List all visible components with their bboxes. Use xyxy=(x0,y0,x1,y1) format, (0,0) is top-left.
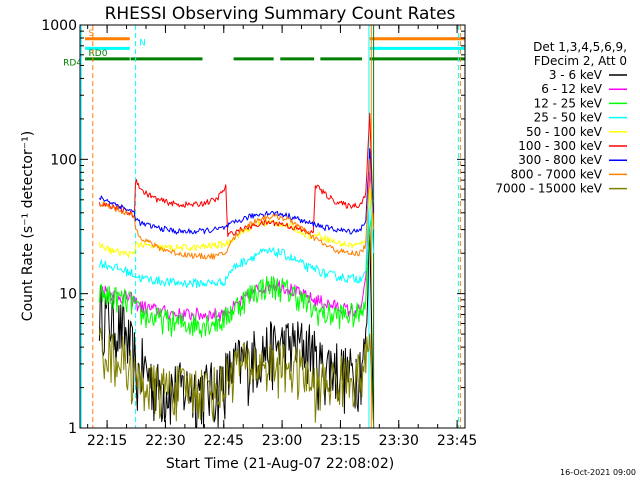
flags-layer: S N RD0 RD4 xyxy=(63,29,465,68)
y-tick-label-3: 1000 xyxy=(41,18,77,34)
flag-label-rd0: RD0 xyxy=(89,49,108,59)
legend-label-3: 25 - 50 keV xyxy=(534,111,603,125)
x-tick-label-3: 23:00 xyxy=(262,433,302,449)
series-line-12-25kev-2 xyxy=(98,199,375,338)
series-line-100-300kev-5 xyxy=(98,112,375,237)
legend-label-8: 7000 - 15000 keV xyxy=(495,182,602,196)
y-axis-label: Count Rate (s⁻¹ detector⁻¹) xyxy=(20,131,36,321)
y-tick-label-1: 10 xyxy=(59,287,77,303)
legend-header-line-1: Det 1,3,4,5,6,9, xyxy=(533,40,627,54)
x-tick-label-0: 22:15 xyxy=(87,433,127,449)
legend-header-line-2: FDecim 2, Att 0 xyxy=(534,54,627,68)
legend: Det 1,3,4,5,6,9, FDecim 2, Att 0 3 - 6 k… xyxy=(495,40,627,196)
x-axis-label: Start Time (21-Aug-07 22:08:02) xyxy=(166,456,394,472)
plot-frame xyxy=(79,24,466,429)
series-line-25-50kev-3 xyxy=(98,188,375,289)
series-line-800-7000kev-7 xyxy=(99,158,375,260)
legend-label-7: 800 - 7000 keV xyxy=(511,167,603,181)
x-tick-label-6: 23:45 xyxy=(437,433,477,449)
y-tick-label-2: 100 xyxy=(50,152,77,168)
flag-label-s: S xyxy=(89,29,95,39)
flag-label-rd4: RD4 xyxy=(63,58,82,68)
footer-date: 16-Oct-2021 09:00 xyxy=(560,468,636,477)
flag-label-n: N xyxy=(139,38,146,48)
axis-ticks-layer: 22:15 22:30 22:45 23:00 23:15 23:30 23:45 1 10 10… xyxy=(41,18,477,449)
chart-title: RHESSI Observing Summary Count Rates xyxy=(105,4,456,24)
legend-label-6: 300 - 800 keV xyxy=(518,153,602,167)
series-line-300-800kev-6 xyxy=(98,148,375,235)
legend-label-0: 3 - 6 keV xyxy=(549,68,603,82)
x-tick-label-5: 23:30 xyxy=(379,433,419,449)
legend-label-5: 100 - 300 keV xyxy=(518,139,602,153)
series-layer xyxy=(98,112,375,428)
legend-label-4: 50 - 100 keV xyxy=(526,125,603,139)
series-line-7000-15000kev-8 xyxy=(98,327,375,428)
legend-label-2: 12 - 25 keV xyxy=(534,96,603,110)
x-tick-label-2: 22:45 xyxy=(204,433,244,449)
legend-label-1: 6 - 12 keV xyxy=(541,82,603,96)
x-tick-label-1: 22:30 xyxy=(145,433,185,449)
y-tick-label-0: 1 xyxy=(68,421,77,437)
series-line-6-12kev-1 xyxy=(99,171,375,322)
x-tick-label-4: 23:15 xyxy=(320,433,360,449)
